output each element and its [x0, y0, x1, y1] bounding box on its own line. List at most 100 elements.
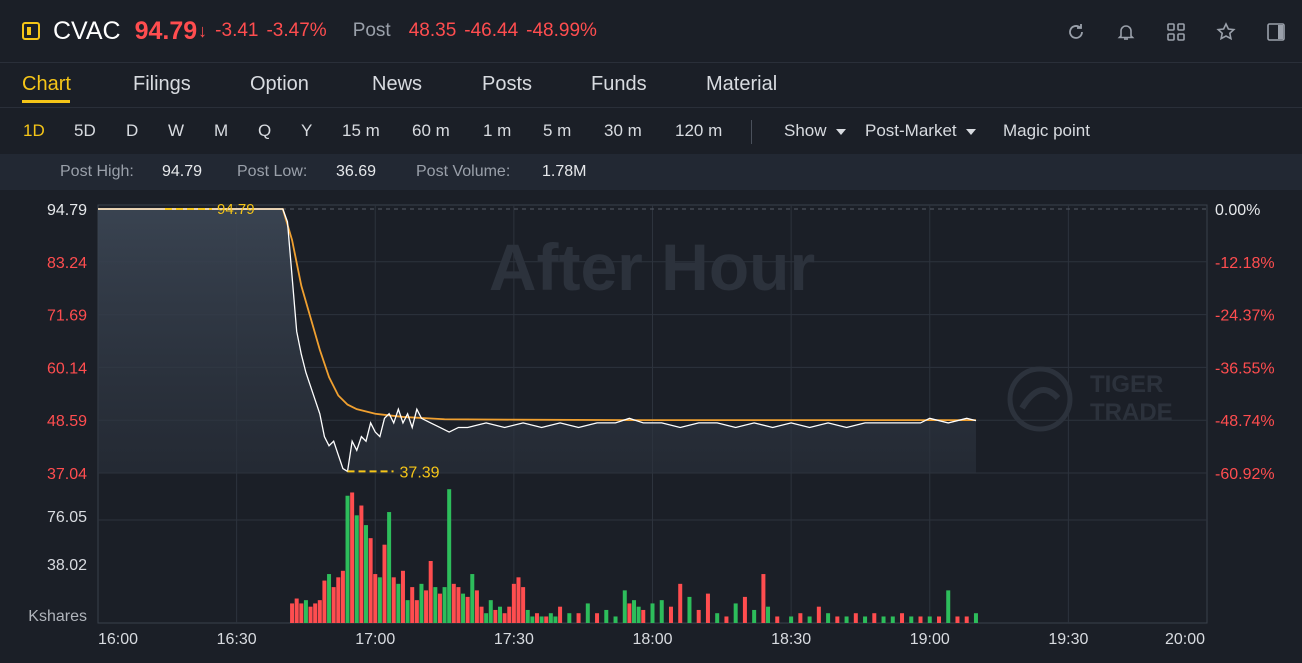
magic-point-button[interactable]: Magic point: [1003, 121, 1090, 140]
star-icon[interactable]: [1212, 18, 1240, 46]
volume-bar: [437, 593, 442, 623]
period-m[interactable]: M: [214, 121, 229, 140]
volume-bar: [650, 603, 655, 623]
volume-bar: [775, 616, 780, 623]
price-tick-label: 94.79: [47, 202, 87, 219]
x-tick-label: 17:00: [355, 631, 395, 648]
tab-bar: Chart Filings Option News Posts Funds Ma…: [0, 62, 1302, 108]
volume-bar: [340, 570, 345, 623]
volume-bar: [733, 603, 738, 623]
volume-bar: [391, 577, 396, 623]
tab-material[interactable]: Material: [706, 73, 778, 95]
x-tick-label: 16:00: [98, 631, 138, 648]
volume-bar: [632, 600, 637, 623]
volume-bar: [410, 587, 415, 623]
volume-bar: [946, 590, 951, 623]
period-30m[interactable]: 30 m: [604, 121, 642, 140]
volume-bar: [433, 587, 438, 623]
watermark: After Hour: [489, 230, 815, 304]
show-dropdown[interactable]: Show: [784, 121, 846, 141]
period-120m[interactable]: 120 m: [675, 121, 723, 140]
volume-bar: [465, 596, 470, 623]
volume-bar: [354, 515, 359, 623]
volume-bar: [498, 606, 503, 623]
volume-bar: [377, 577, 382, 623]
volume-bar: [973, 613, 978, 623]
volume-bar: [909, 616, 914, 623]
stats-bar: Post High: 94.79 Post Low: 36.69 Post Vo…: [0, 154, 1302, 190]
post-label: Post: [352, 20, 391, 41]
tab-option[interactable]: Option: [250, 73, 309, 95]
bell-icon[interactable]: [1112, 18, 1140, 46]
avg-price-line: [98, 208, 976, 422]
quote-header: CVAC 94.79 ↓ -3.41 -3.47% Post 48.35 -46…: [0, 0, 1302, 63]
volume-bar: [442, 587, 447, 623]
post-price: 48.35: [408, 20, 457, 41]
volume-bar: [636, 606, 641, 623]
volume-bar: [456, 587, 461, 623]
volume-bar: [364, 525, 369, 623]
period-5m[interactable]: 5 m: [543, 121, 572, 140]
period-y[interactable]: Y: [301, 121, 313, 140]
volume-bar: [303, 600, 308, 623]
volume-bar: [507, 606, 512, 623]
axis-labels: 94.79 83.24 71.69 60.14 48.59 37.04 0.00% -12.1…: [28, 202, 1274, 648]
volume-bar: [331, 587, 336, 623]
volume-bar: [766, 606, 771, 623]
post-low-value: 36.69: [336, 163, 377, 180]
volume-bar: [419, 583, 424, 623]
volume-bar: [382, 544, 387, 623]
price-chart[interactable]: After Hour TIGER TRADE 94.79 37.39 94.79 8…: [0, 190, 1302, 663]
post-market-dropdown[interactable]: Post-Market: [865, 121, 976, 141]
volume-bar: [474, 590, 479, 623]
grid-icon[interactable]: [1162, 18, 1190, 46]
period-w[interactable]: W: [168, 121, 185, 140]
volume-bar: [400, 570, 405, 623]
period-1m[interactable]: 1 m: [483, 121, 512, 140]
annotations: 94.79 37.39: [165, 201, 440, 481]
brand-line-1: TIGER: [1090, 371, 1163, 398]
post-volume-value: 1.78M: [542, 163, 587, 180]
volume-bar: [451, 583, 456, 623]
volume-bar: [461, 593, 466, 623]
tab-news[interactable]: News: [372, 73, 423, 95]
volume-bar: [521, 587, 526, 623]
period-15m[interactable]: 15 m: [342, 121, 380, 140]
volume-bar: [553, 616, 558, 623]
volume-bar: [539, 616, 544, 623]
volume-bar: [715, 613, 720, 623]
pct-tick-label: -48.74%: [1215, 413, 1275, 430]
panel-icon[interactable]: [1262, 18, 1290, 46]
price-line: [98, 208, 977, 473]
volume-bar: [299, 603, 304, 623]
pct-tick-label: 0.00%: [1215, 202, 1260, 219]
tab-filings[interactable]: Filings: [133, 73, 191, 95]
volume-bar: [613, 616, 618, 623]
volume-bar: [641, 609, 646, 623]
volume-bar: [890, 616, 895, 623]
market-icon: [22, 22, 40, 40]
volume-bar: [525, 609, 530, 623]
volume-bar: [405, 600, 410, 623]
volume-bar: [336, 577, 341, 623]
volume-bar: [387, 512, 392, 623]
period-bar: 1D 5D D W M Q Y 15 m 60 m 1 m 5 m 30 m 1…: [0, 108, 1302, 154]
period-1d[interactable]: 1D: [23, 121, 45, 140]
last-price: 94.79: [134, 16, 198, 45]
period-5d[interactable]: 5D: [74, 121, 96, 140]
volume-bar: [835, 616, 840, 623]
period-q[interactable]: Q: [258, 121, 272, 140]
volume-bar: [373, 574, 378, 623]
volume-bar: [544, 616, 549, 623]
tab-posts[interactable]: Posts: [482, 73, 533, 95]
price-tick-label: 37.04: [47, 466, 87, 483]
period-d[interactable]: D: [126, 121, 139, 140]
volume-bars: [290, 489, 978, 623]
tab-funds[interactable]: Funds: [591, 73, 647, 95]
tab-chart[interactable]: Chart: [22, 73, 71, 95]
period-60m[interactable]: 60 m: [412, 121, 450, 140]
volume-bar: [816, 606, 821, 623]
volume-bar: [826, 613, 831, 623]
refresh-icon[interactable]: [1062, 18, 1090, 46]
post-change: -46.44: [464, 20, 519, 41]
